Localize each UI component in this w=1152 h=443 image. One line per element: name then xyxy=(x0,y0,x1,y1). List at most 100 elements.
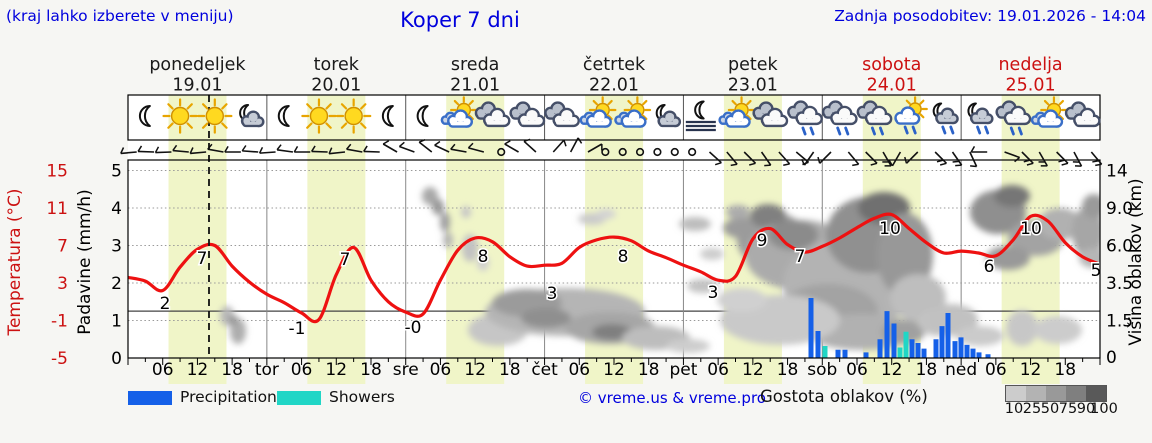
hour-label: 06 xyxy=(430,360,452,380)
day-name: četrtek xyxy=(583,55,646,75)
temp-value-label: 7 xyxy=(340,250,351,270)
calm-wind-icon xyxy=(618,147,627,157)
day-abbr-label: sob xyxy=(807,360,837,380)
hour-label: 18 xyxy=(916,360,938,380)
cloud-blob xyxy=(440,212,450,232)
temp-value-label: 7 xyxy=(795,247,806,267)
wind-barb-icon xyxy=(155,151,172,154)
hour-label: 06 xyxy=(291,360,313,380)
wind-barb-icon xyxy=(1073,151,1083,167)
sun-cloud-icon xyxy=(614,96,652,128)
day-name: ponedeljek xyxy=(149,55,246,75)
sun-cloud-rain-icon xyxy=(894,96,928,135)
weather-icons-row xyxy=(138,96,1101,136)
menu-hint: (kraj lahko izberete v meniju) xyxy=(6,7,234,25)
sun-cloud-icon xyxy=(579,96,617,128)
page-title: Koper 7 dni xyxy=(400,8,520,32)
wind-barb-icon xyxy=(969,151,978,167)
wind-barb-icon xyxy=(760,151,772,166)
calm-wind-icon xyxy=(670,147,679,157)
day-date: 23.01 xyxy=(728,76,778,96)
temp-value-label: 2 xyxy=(160,294,171,314)
cloud-blob xyxy=(521,308,571,328)
cloud-density-segment xyxy=(1026,386,1046,401)
day-abbr-label: sre xyxy=(393,360,419,380)
moon-icon xyxy=(277,105,290,127)
wind-barb-icon xyxy=(523,140,537,153)
day-date: 19.01 xyxy=(172,76,222,96)
day-date: 22.01 xyxy=(589,76,639,96)
temp-value-label: 10 xyxy=(879,219,901,239)
cloud-blob xyxy=(596,209,616,219)
precip-tick-label: 3 xyxy=(111,237,122,257)
cloud-blob xyxy=(432,199,444,215)
hour-label: 18 xyxy=(638,360,660,380)
hour-label: 12 xyxy=(187,360,209,380)
wind-barbs xyxy=(120,137,1103,168)
moon-icon xyxy=(416,105,429,127)
moon-cloud-rain-icon xyxy=(932,102,959,135)
cloud-rain-icon xyxy=(995,100,1032,136)
wind-barb-icon xyxy=(743,151,757,164)
cloud-icon xyxy=(509,101,546,128)
cloud-icon xyxy=(474,101,511,128)
sun-icon xyxy=(162,98,198,134)
cloud-rain-icon xyxy=(787,100,823,136)
cloud-axis-title: Višina oblakov (km) xyxy=(1126,178,1146,345)
precip-bar xyxy=(921,348,927,358)
cloud-blob xyxy=(443,232,453,248)
sun-icon xyxy=(197,98,233,134)
cloud-blob xyxy=(926,304,978,336)
cloud-blob xyxy=(956,326,1004,346)
calm-wind-icon xyxy=(688,147,697,157)
credit-link[interactable]: © vreme.us & vreme.pro xyxy=(578,389,766,407)
wind-barb-icon xyxy=(819,151,832,164)
wind-barb-icon xyxy=(399,145,415,153)
day-name: sreda xyxy=(451,55,500,75)
precip-bar xyxy=(842,349,848,358)
cloud-icon xyxy=(1064,101,1101,128)
hour-label: 06 xyxy=(152,360,174,380)
temp-tick-label: 3 xyxy=(57,274,68,294)
cloud-height-tick-label: 6.0 xyxy=(1106,237,1133,257)
cloud-blob xyxy=(986,246,1030,270)
day-name: petek xyxy=(728,55,779,75)
cloud-height-tick-label: 14 xyxy=(1106,162,1128,182)
cloud-blob xyxy=(1006,310,1038,346)
precip-bar xyxy=(952,341,958,358)
wind-barb-icon xyxy=(434,144,450,153)
cloud-blob xyxy=(717,288,767,312)
sun-icon xyxy=(335,98,372,134)
wind-barb-icon xyxy=(504,143,519,153)
wind-barb-icon xyxy=(1056,151,1069,164)
cloud-blob xyxy=(700,248,724,260)
cloud-density-segment xyxy=(1006,386,1026,401)
cloud-blob xyxy=(666,339,710,353)
cloud-cover-shading xyxy=(220,185,1100,353)
temp-value-label: 7 xyxy=(197,249,208,269)
day-abbr-label: čet xyxy=(531,360,558,380)
precip-bar xyxy=(884,311,890,358)
hour-label: 18 xyxy=(1054,360,1076,380)
wind-barb-icon xyxy=(708,151,722,164)
calm-wind-icon xyxy=(653,147,662,157)
shower-bar xyxy=(822,346,828,358)
temp-value-label: 3 xyxy=(708,283,719,303)
precip-bar xyxy=(964,344,970,358)
precip-bar xyxy=(970,348,976,358)
precip-bar xyxy=(909,339,915,358)
x-axis: 06 12 18 06 12 18 06 12 18 06 12 18 06 12 18 06 12 18 06 12… xyxy=(127,358,1101,380)
wind-barb-icon xyxy=(803,151,815,166)
showers-label: Showers xyxy=(329,388,395,406)
wind-barb-icon xyxy=(382,143,398,153)
temp-value-label: 6 xyxy=(984,257,995,277)
cloud-blob xyxy=(750,204,786,228)
cloud-icon xyxy=(752,101,789,128)
wind-barb-icon xyxy=(934,151,948,164)
precip-bar xyxy=(985,354,991,358)
temp-axis-title: Temperatura (°C) xyxy=(5,188,25,336)
precipitation-label: Precipitation xyxy=(180,388,277,406)
